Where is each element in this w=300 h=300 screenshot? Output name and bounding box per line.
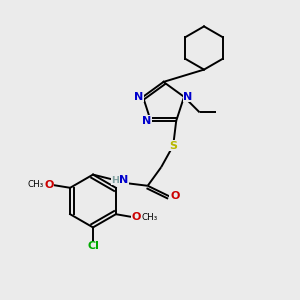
Text: O: O (132, 212, 141, 222)
Text: O: O (44, 180, 54, 190)
Text: CH₃: CH₃ (142, 213, 158, 222)
Text: N: N (119, 176, 128, 185)
Text: O: O (170, 191, 179, 201)
Text: N: N (183, 92, 193, 102)
Text: N: N (142, 116, 152, 126)
Text: N: N (134, 92, 144, 102)
Text: CH₃: CH₃ (28, 180, 44, 189)
Text: S: S (169, 141, 177, 151)
Text: Cl: Cl (87, 241, 99, 251)
Text: H: H (112, 176, 120, 185)
